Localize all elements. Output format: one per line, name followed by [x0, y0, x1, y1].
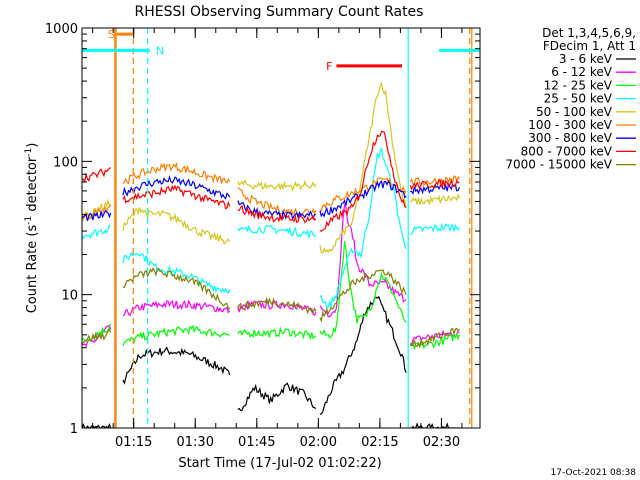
y-axis-label-sup1: -1: [24, 216, 34, 225]
y-axis-label: Count Rate (s-1 detector-1): [24, 143, 40, 314]
series-25-to-50keV: [82, 147, 461, 311]
series-line-segment: [82, 204, 112, 220]
legend-label: 50 - 100 keV: [536, 105, 613, 119]
series-line-segment: [122, 251, 231, 294]
y-axis-label-sup2: -1: [24, 148, 34, 157]
series-800-to-7000keV: [82, 130, 460, 232]
series-line-segment: [319, 203, 407, 318]
series-line-segment: [237, 382, 317, 412]
x-tick-label: 01:30: [177, 435, 214, 450]
plot-area: S N F: [82, 28, 480, 428]
series-line-segment: [319, 269, 407, 323]
series-line-segment: [319, 130, 407, 232]
series-line-segment: [82, 166, 112, 183]
x-axis-label: Start Time (17-Jul-02 01:02:22): [178, 456, 381, 471]
night-label: N: [156, 44, 164, 57]
legend-label: 7000 - 15000 keV: [505, 158, 612, 172]
footer-timestamp: 17-Oct-2021 08:38: [551, 468, 637, 478]
svg-text:Count Rate (s-1 detector-1): Count Rate (s-1 detector-1): [24, 143, 40, 314]
legend-label: 3 - 6 keV: [559, 52, 613, 66]
series-line-segment: [409, 329, 460, 346]
series-3-to-6keV: [82, 295, 460, 428]
series-line-segment: [409, 178, 460, 191]
series-line-segment: [122, 184, 231, 210]
flare-label: F: [326, 60, 332, 73]
legend-label: 25 - 50 keV: [544, 92, 613, 106]
legend-label: 300 - 800 keV: [528, 131, 612, 145]
series-line-segment: [319, 180, 407, 218]
x-tick-label: 01:45: [238, 435, 275, 450]
series-line-segment: [237, 187, 317, 217]
series-line-segment: [319, 241, 407, 340]
series-line-segment: [237, 179, 317, 192]
series-line-segment: [319, 295, 407, 415]
series-line-segment: [82, 324, 112, 348]
series-line-segment: [237, 204, 317, 224]
series-line-segment: [122, 174, 231, 200]
saa-label: S: [108, 28, 115, 41]
y-tick-label: 10: [61, 289, 78, 304]
legend-header-line-1: Det 1,3,4,5,6,9,: [542, 26, 636, 40]
series-line-segment: [237, 224, 317, 238]
y-tick-label: 100: [53, 155, 78, 170]
series-line-segment: [122, 161, 231, 185]
legend-label: 100 - 300 keV: [528, 118, 612, 132]
series-line-segment: [410, 193, 461, 205]
series-line-segment: [237, 300, 317, 317]
y-tick-label: 1: [70, 422, 78, 437]
series-50-to-100keV: [82, 81, 461, 254]
y-tick-label: 1000: [45, 22, 78, 37]
series-line-segment: [319, 147, 407, 311]
series-line-segment: [410, 222, 461, 235]
x-tick-label: 02:00: [300, 435, 337, 450]
series-6-to-12keV: [82, 203, 460, 348]
series-line-segment: [122, 324, 230, 347]
series-line-segment: [237, 326, 317, 341]
legend-label: 6 - 12 keV: [551, 65, 613, 79]
series-7000-to-15000keV: [82, 266, 460, 349]
series-line-segment: [237, 200, 317, 221]
series-line-segment: [237, 296, 317, 315]
y-axis-label-main: Count Rate (s: [25, 225, 40, 314]
x-tick-label: 01:15: [115, 435, 152, 450]
series-line-segment: [82, 328, 112, 345]
series-line-segment: [122, 299, 231, 317]
series-line-segment: [82, 209, 112, 222]
legend: Det 1,3,4,5,6,9, FDecim 1, Att 1 3 - 6 k…: [505, 26, 636, 172]
legend-label: 12 - 25 keV: [544, 78, 613, 92]
series-line-segment: [122, 207, 231, 245]
legend-header-line-2: FDecim 1, Att 1: [543, 39, 636, 53]
series-line-segment: [82, 422, 112, 428]
series-line-segment: [122, 266, 231, 311]
axes: 1 10 100 1000 01:15 01:30 01:45 02:00 02:15 02:30: [45, 22, 480, 450]
x-tick-label: 02:30: [423, 435, 460, 450]
series-line-segment: [82, 224, 111, 240]
series-line-segment: [122, 346, 231, 385]
series-line-segment: [409, 327, 460, 349]
y-axis-label-mid: detector: [25, 156, 40, 216]
plot-frame: [81, 27, 481, 429]
series-line-segment: [320, 177, 407, 212]
x-tick-label: 02:15: [361, 435, 398, 450]
legend-label: 800 - 7000 keV: [521, 144, 613, 158]
series-line-segment: [319, 81, 407, 254]
y-axis-label-end: ): [25, 143, 40, 148]
chart-title: RHESSI Observing Summary Count Rates: [135, 4, 424, 20]
